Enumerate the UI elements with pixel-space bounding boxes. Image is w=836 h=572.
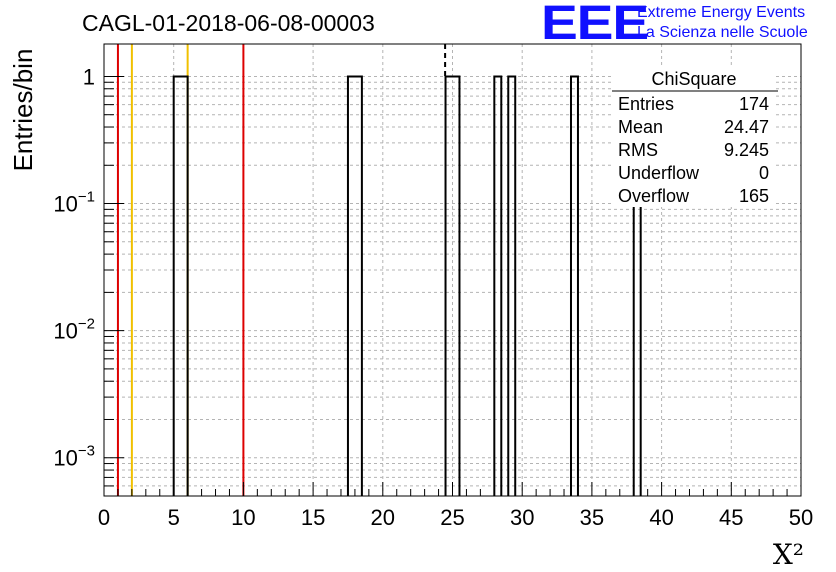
- x-tick-label: 10: [231, 505, 255, 530]
- eee-logo: EEE: [541, 0, 649, 50]
- grid-layer: [104, 44, 801, 497]
- stats-label: Overflow: [618, 186, 690, 206]
- y-tick-label: 10−3: [53, 443, 95, 471]
- stats-title: ChiSquare: [651, 69, 736, 89]
- stats-value: 174: [739, 94, 769, 114]
- y-tick-label: 10−2: [53, 316, 95, 344]
- histogram-bar: [507, 75, 517, 496]
- histogram-bar: [346, 75, 363, 496]
- x-tick-label: 5: [168, 505, 180, 530]
- y-tick-label: 1: [83, 64, 95, 89]
- stats-label: Mean: [618, 117, 663, 137]
- x-tick-label: 0: [98, 505, 110, 530]
- x-tick-label: 15: [301, 505, 325, 530]
- stats-value: 0: [759, 163, 769, 183]
- stats-value: 9.245: [724, 140, 769, 160]
- stats-label: Entries: [618, 94, 674, 114]
- y-tick-label: 10−1: [53, 189, 95, 217]
- histogram-bars: [172, 75, 642, 496]
- stats-value: 165: [739, 186, 769, 206]
- x-tick-label: 30: [510, 505, 534, 530]
- x-tick-label: 20: [371, 505, 395, 530]
- stats-label: RMS: [618, 140, 658, 160]
- histogram-bar: [493, 75, 503, 496]
- stats-background: [612, 67, 776, 207]
- stats-label: Underflow: [618, 163, 700, 183]
- x-tick-label: 35: [580, 505, 604, 530]
- x-tick-label: 50: [789, 505, 813, 530]
- axis-labels: 0 5 10 15 20 25 30 35 40 45 50 1 10−1 10−2 10−3 Entries…: [8, 49, 813, 571]
- x-tick-label: 40: [649, 505, 673, 530]
- histogram-bar: [569, 75, 579, 496]
- stats-box: ChiSquare Entries 174 Mean 24.47 RMS 9.245 Unde…: [612, 67, 778, 207]
- brand-line-1: Extreme Energy Events: [637, 4, 806, 21]
- y-axis-label: Entries/bin: [8, 49, 38, 172]
- x-tick-label: 45: [719, 505, 743, 530]
- histogram-bar: [172, 75, 189, 496]
- reference-lines: [116, 44, 447, 496]
- x-axis-label: X²: [773, 538, 804, 571]
- x-tick-label: 25: [440, 505, 464, 530]
- chart-title: CAGL-01-2018-06-08-00003: [82, 10, 375, 36]
- histogram-bar: [444, 75, 461, 496]
- brand-line-2: La Scienza nelle Scuole: [637, 24, 808, 41]
- axis-ticks: [103, 75, 802, 497]
- stats-value: 24.47: [724, 117, 769, 137]
